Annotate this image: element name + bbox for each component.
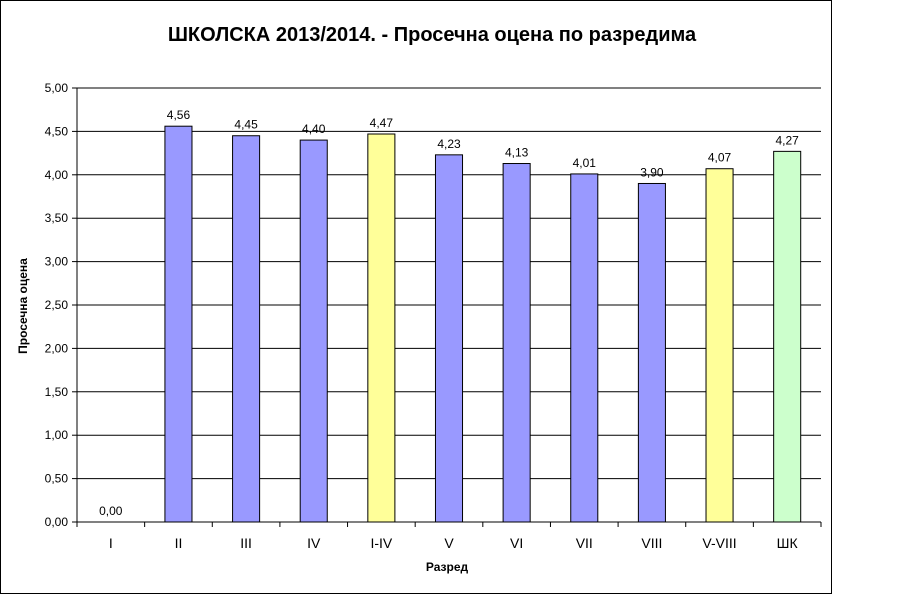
y-tick-label: 2,00 — [45, 341, 69, 355]
chart-frame: ШКОЛСКА 2013/2014. - Просечна оцена по р… — [0, 0, 832, 594]
bar — [773, 150, 802, 523]
bar — [164, 125, 193, 523]
x-tick-label: VI — [510, 535, 523, 551]
data-label: 4,27 — [776, 133, 800, 147]
y-tick-label: 0,00 — [45, 515, 69, 529]
chart-title: ШКОЛСКА 2013/2014. - Просечна оцена по р… — [168, 24, 697, 46]
x-tick-label: VII — [576, 535, 593, 551]
y-tick-label: 1,50 — [45, 385, 69, 399]
data-label: 4,40 — [302, 122, 326, 136]
y-tick-label: 4,50 — [45, 124, 69, 138]
y-tick-label: 3,00 — [45, 255, 69, 269]
bar-chart: ШКОЛСКА 2013/2014. - Просечна оцена по р… — [16, 24, 822, 574]
x-tick-label: II — [175, 535, 183, 551]
y-tick-label: 1,00 — [45, 428, 69, 442]
x-tick-label: III — [240, 535, 252, 551]
x-tick-label: I-IV — [370, 535, 392, 551]
x-axis-title: Разред — [426, 560, 469, 574]
y-tick-label: 3,50 — [45, 211, 69, 225]
y-tick-label: 5,00 — [45, 81, 69, 95]
bars — [164, 125, 802, 523]
data-label: 4,01 — [573, 156, 597, 170]
data-label: 4,45 — [234, 118, 258, 132]
bar — [232, 135, 261, 523]
x-tick-label: V-VIII — [702, 535, 736, 551]
x-tick-label: V — [444, 535, 454, 551]
data-label: 3,90 — [640, 165, 664, 179]
bar — [434, 154, 464, 523]
x-tick-label: I — [109, 535, 113, 551]
y-tick-label: 4,00 — [45, 168, 69, 182]
bar — [570, 173, 599, 523]
bar — [299, 139, 328, 523]
data-label: 4,07 — [708, 151, 732, 165]
x-tick-label: ШК — [777, 535, 799, 551]
data-label: 4,56 — [167, 108, 191, 122]
bar — [705, 168, 734, 523]
labels: 0,00 0,50 1,00 1,50 2,00 2,50 3,00 3,50 4,00 4,50… — [45, 81, 800, 551]
data-label: 4,13 — [505, 146, 529, 160]
y-tick-label: 2,50 — [45, 298, 69, 312]
y-tick-label: 0,50 — [45, 472, 69, 486]
y-axis-title: Просечна оцена — [16, 258, 30, 354]
data-label: 4,23 — [437, 137, 461, 151]
x-tick-label: IV — [307, 535, 321, 551]
data-label: 4,47 — [370, 116, 394, 130]
data-label: 0,00 — [99, 504, 123, 518]
bar — [367, 133, 396, 523]
x-tick-label: VIII — [641, 535, 662, 551]
axes — [72, 87, 822, 527]
bar — [637, 182, 666, 523]
bar — [502, 163, 531, 523]
